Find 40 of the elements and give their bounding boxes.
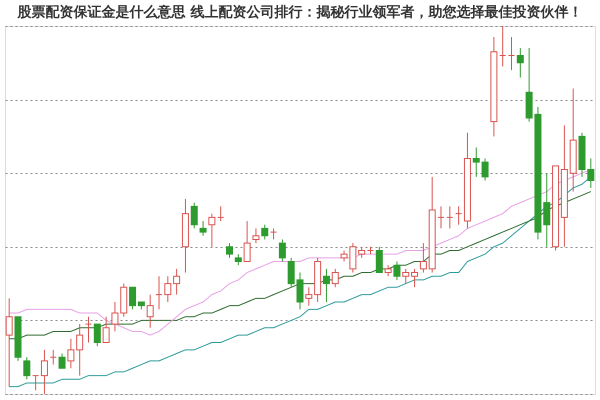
candlestick [190,202,198,229]
candlestick [587,158,594,188]
candlestick [438,206,444,229]
candlestick [217,206,224,222]
candlestick [32,375,40,391]
candlestick [146,294,154,328]
candlestick [332,268,339,288]
candlestick [322,268,330,302]
chart-title: 股票配资保证金是什么意思 线上配资公司排行：揭秘行业领军者，助您选择最佳投资伙伴！ [16,3,582,20]
candlestick [543,172,550,248]
candlestick [200,220,207,236]
candlestick [270,228,278,240]
candlestick [129,286,136,310]
candlestick [455,206,462,226]
candlestick [85,316,92,343]
candlestick [393,261,400,280]
candlestick [516,48,524,78]
candlestick [446,206,454,229]
candlestick [234,254,242,266]
candlestick [384,264,392,277]
candlestick [376,246,383,274]
candlestick [102,316,110,343]
candlestick [508,36,515,71]
candlestick [40,349,48,394]
candlestick [208,213,216,248]
candlestick [278,238,286,262]
candlestick [94,324,101,347]
candlestick [340,250,348,262]
candlestick [244,220,251,262]
candlestick [23,356,30,380]
candlestick [50,349,57,366]
candlestick [58,353,66,369]
candlestick [252,228,260,244]
candlestick [261,224,268,240]
candlestick [288,257,295,288]
candlestick [296,272,304,310]
candlestick [156,276,162,310]
candlestick [226,242,233,258]
candlestick [6,298,13,388]
candlestick [499,26,506,67]
